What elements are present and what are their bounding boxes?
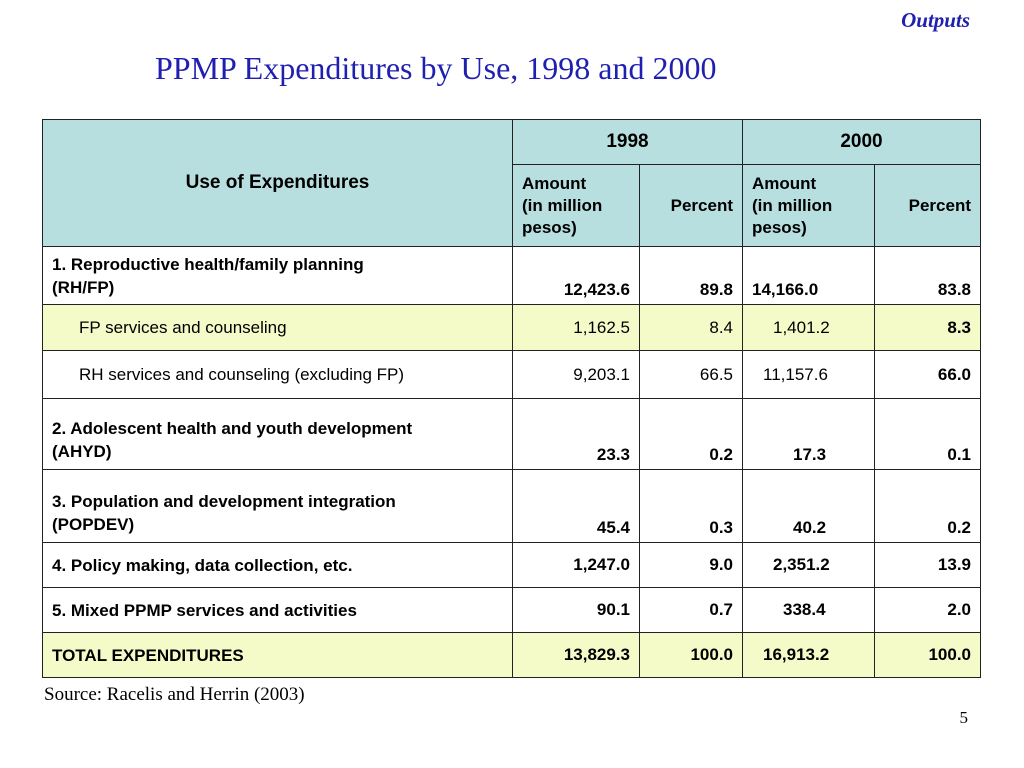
year-2000-header: 2000 (742, 119, 981, 165)
row-label: 4. Policy making, data collection, etc. (42, 542, 513, 588)
amount-1998-cell: 90.1 (512, 587, 640, 633)
amount-1998-cell: 13,829.3 (512, 632, 640, 678)
row-label: 5. Mixed PPMP services and activities (42, 587, 513, 633)
row-label: FP services and counseling (42, 304, 513, 351)
page-title: PPMP Expenditures by Use, 1998 and 2000 (155, 50, 717, 86)
percent-1998-cell: 8.4 (639, 304, 743, 351)
page-number: 5 (959, 708, 969, 727)
amount-1998-cell: 1,247.0 (512, 542, 640, 588)
row-label: 1. Reproductive health/family planning (… (42, 246, 513, 305)
table-row: 4. Policy making, data collection, etc. … (42, 542, 981, 588)
percent-1998-cell: 0.3 (639, 469, 743, 543)
table-row: RH services and counseling (excluding FP… (42, 350, 981, 399)
percent-1998-cell: 9.0 (639, 542, 743, 588)
row-label: RH services and counseling (excluding FP… (42, 350, 513, 399)
section-label: Outputs (901, 8, 970, 32)
amount-2000-cell: 14,166.0 (742, 246, 875, 305)
table-row-total: TOTAL EXPENDITURES 13,829.3 100.0 16,913… (42, 632, 981, 678)
percent-2000-header: Percent (874, 164, 981, 247)
use-of-expenditures-header: Use of Expenditures (42, 119, 513, 247)
amount-2000-cell: 1,401.2 (742, 304, 875, 351)
amount-1998-cell: 9,203.1 (512, 350, 640, 399)
percent-2000-cell: 0.2 (874, 469, 981, 543)
row-label: 3. Population and development integratio… (42, 469, 513, 543)
amount-2000-cell: 16,913.2 (742, 632, 875, 678)
percent-1998-header: Percent (639, 164, 743, 247)
percent-1998-cell: 66.5 (639, 350, 743, 399)
percent-1998-cell: 0.7 (639, 587, 743, 633)
amount-1998-cell: 1,162.5 (512, 304, 640, 351)
amount-2000-cell: 2,351.2 (742, 542, 875, 588)
percent-2000-cell: 8.3 (874, 304, 981, 351)
percent-2000-cell: 13.9 (874, 542, 981, 588)
source-note: Source: Racelis and Herrin (2003) (44, 684, 305, 705)
table-row: 5. Mixed PPMP services and activities 90… (42, 587, 981, 633)
table-row: 2. Adolescent health and youth developme… (42, 398, 981, 470)
amount-2000-cell: 338.4 (742, 587, 875, 633)
amount-1998-header: Amount (in million pesos) (512, 164, 640, 247)
amount-1998-cell: 23.3 (512, 398, 640, 470)
year-1998-header: 1998 (512, 119, 743, 165)
percent-2000-cell: 2.0 (874, 587, 981, 633)
percent-1998-cell: 89.8 (639, 246, 743, 305)
amount-1998-cell: 12,423.6 (512, 246, 640, 305)
percent-1998-cell: 100.0 (639, 632, 743, 678)
percent-1998-cell: 0.2 (639, 398, 743, 470)
table-row: 1. Reproductive health/family planning (… (42, 246, 981, 305)
table-row: FP services and counseling 1,162.5 8.4 1… (42, 304, 981, 351)
amount-2000-cell: 17.3 (742, 398, 875, 470)
table-row: 3. Population and development integratio… (42, 469, 981, 543)
percent-2000-cell: 66.0 (874, 350, 981, 399)
amount-2000-cell: 11,157.6 (742, 350, 875, 399)
percent-2000-cell: 100.0 (874, 632, 981, 678)
amount-2000-header: Amount (in million pesos) (742, 164, 875, 247)
amount-2000-cell: 40.2 (742, 469, 875, 543)
row-label: TOTAL EXPENDITURES (42, 632, 513, 678)
row-label: 2. Adolescent health and youth developme… (42, 398, 513, 470)
expenditures-table: Use of Expenditures 1998 2000 Amount (in… (42, 119, 981, 678)
percent-2000-cell: 0.1 (874, 398, 981, 470)
percent-2000-cell: 83.8 (874, 246, 981, 305)
amount-1998-cell: 45.4 (512, 469, 640, 543)
